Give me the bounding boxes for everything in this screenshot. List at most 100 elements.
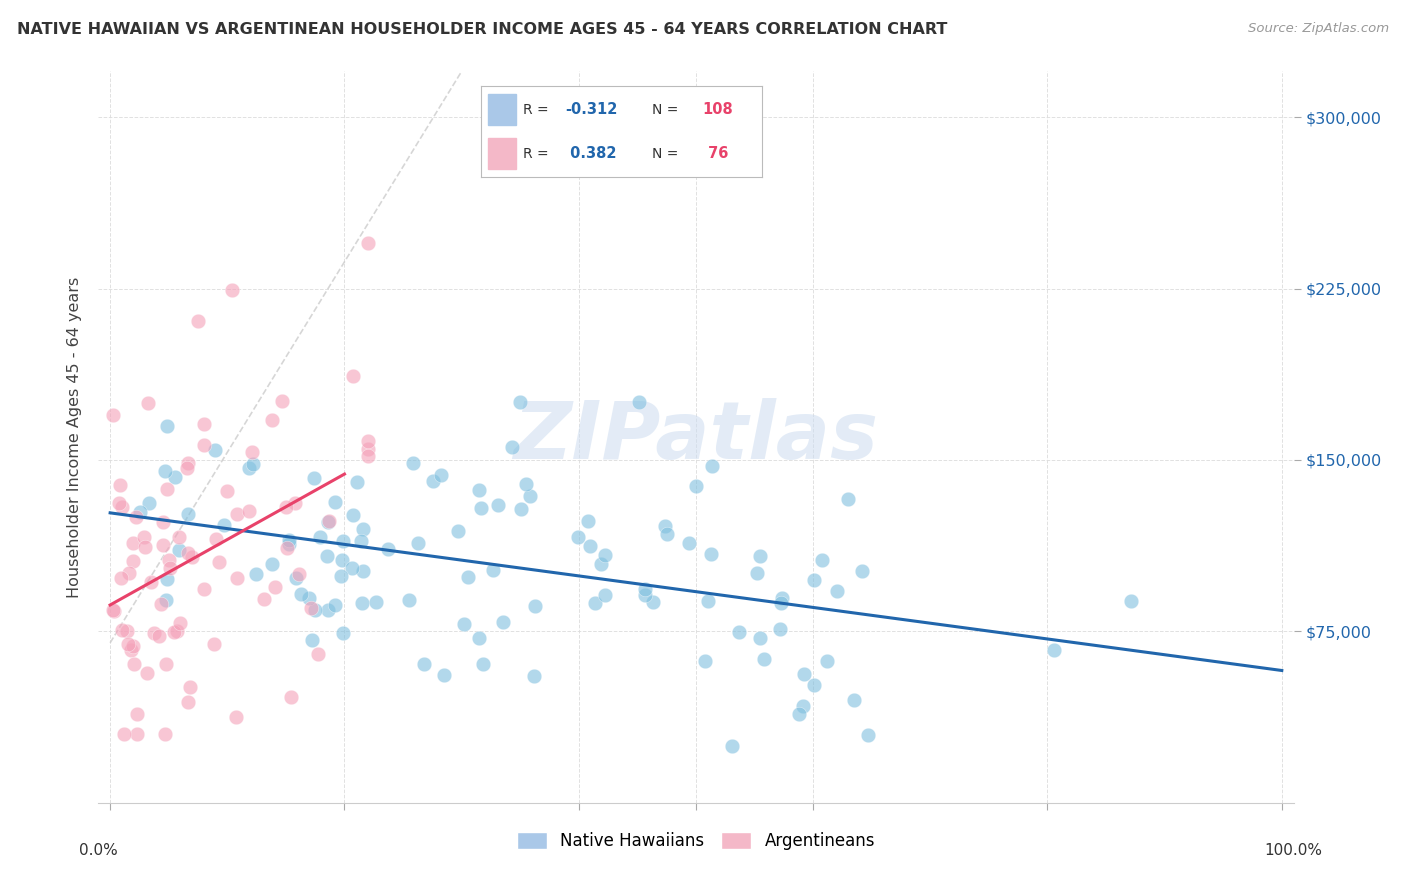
Point: [352, 596, 374, 610]
Point: [641, 595, 664, 609]
Point: [163, 624, 186, 639]
Point: [406, 536, 429, 550]
Point: [700, 458, 723, 473]
Point: [488, 499, 510, 513]
Point: [470, 500, 492, 515]
Point: [309, 530, 332, 544]
Point: [122, 554, 145, 568]
Point: [166, 624, 188, 638]
Point: [135, 665, 157, 680]
Point: [156, 572, 179, 586]
Point: [177, 546, 200, 560]
Point: [101, 603, 124, 617]
Point: [330, 569, 353, 583]
Point: [515, 476, 537, 491]
Point: [204, 443, 226, 458]
Point: [122, 639, 145, 653]
Point: [654, 518, 676, 533]
Point: [136, 396, 159, 410]
Point: [202, 637, 225, 651]
Point: [287, 567, 309, 582]
Point: [350, 534, 373, 549]
Point: [323, 495, 346, 509]
Point: [825, 583, 848, 598]
Point: [155, 657, 177, 672]
Point: [134, 541, 156, 555]
Point: [842, 693, 865, 707]
Point: [770, 596, 793, 610]
Point: [346, 475, 368, 489]
Point: [1119, 594, 1142, 608]
Point: [128, 505, 150, 519]
Point: [595, 549, 617, 563]
Point: [519, 489, 541, 503]
Point: [122, 536, 145, 550]
Point: [132, 531, 155, 545]
Point: [262, 412, 284, 426]
Point: [472, 657, 495, 672]
Point: [352, 564, 374, 578]
Point: [422, 474, 444, 488]
Point: [468, 632, 491, 646]
Point: [302, 471, 325, 485]
Point: [152, 538, 174, 552]
Point: [274, 500, 297, 514]
Point: [276, 541, 298, 555]
Point: [803, 678, 825, 692]
Point: [657, 526, 679, 541]
Point: [138, 496, 160, 510]
Point: [357, 235, 380, 250]
Point: [155, 593, 177, 607]
Point: [412, 657, 434, 672]
Point: [125, 510, 148, 524]
Point: [193, 438, 215, 452]
Point: [110, 500, 132, 514]
Point: [159, 561, 181, 575]
Point: [749, 549, 772, 563]
Point: [815, 654, 838, 668]
Point: [467, 483, 489, 497]
Point: [108, 496, 131, 510]
Point: [193, 417, 215, 432]
Point: [242, 457, 264, 471]
Point: [589, 557, 612, 571]
Point: [152, 515, 174, 529]
Point: [169, 616, 191, 631]
Point: [110, 572, 132, 586]
Point: [167, 530, 190, 544]
Point: [567, 530, 589, 544]
Point: [745, 566, 768, 581]
Point: [103, 604, 125, 618]
Point: [851, 564, 873, 578]
Point: [810, 553, 832, 567]
Legend: Native Hawaiians, Argentineans: Native Hawaiians, Argentineans: [510, 825, 882, 856]
Point: [509, 395, 531, 409]
Point: [214, 517, 236, 532]
Point: [125, 706, 148, 721]
Point: [696, 594, 718, 608]
Point: [120, 643, 142, 657]
Point: [148, 629, 170, 643]
Point: [177, 695, 200, 709]
Point: [304, 603, 326, 617]
Point: [628, 394, 651, 409]
Point: [307, 647, 329, 661]
Text: 0.0%: 0.0%: [79, 843, 118, 858]
Point: [352, 522, 374, 536]
Point: [150, 598, 173, 612]
Point: [332, 626, 354, 640]
Point: [225, 710, 247, 724]
Y-axis label: Householder Income Ages 45 - 64 years: Householder Income Ages 45 - 64 years: [66, 277, 82, 598]
Point: [157, 553, 180, 567]
Point: [143, 626, 166, 640]
Point: [124, 657, 146, 672]
Point: [111, 624, 134, 638]
Point: [330, 553, 353, 567]
Point: [787, 706, 810, 721]
Point: [754, 652, 776, 666]
Point: [264, 580, 287, 594]
Point: [298, 591, 321, 606]
Point: [193, 582, 215, 596]
Point: [357, 449, 380, 463]
Point: [112, 727, 135, 741]
